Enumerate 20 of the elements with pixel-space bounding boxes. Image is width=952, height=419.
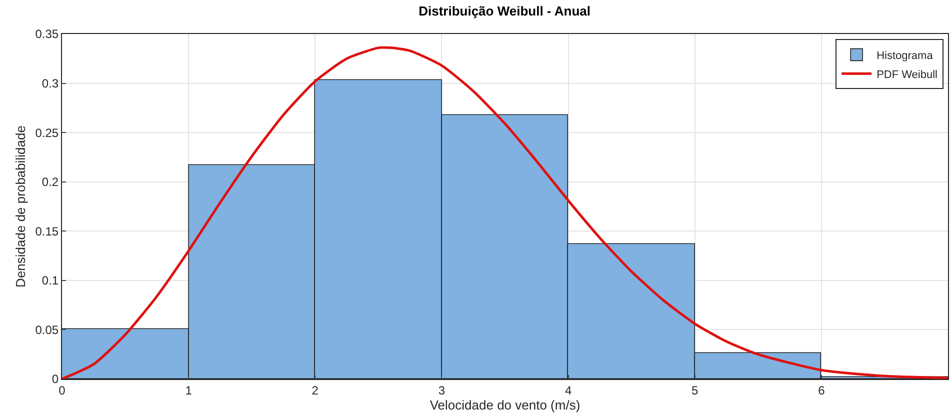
x-tick-label: 5 bbox=[692, 383, 699, 398]
chart-title: Distribuição Weibull - Anual bbox=[418, 3, 591, 18]
y-tick-label: 0.25 bbox=[35, 126, 59, 140]
y-tick-label: 0 bbox=[52, 372, 59, 386]
x-tick-label: 6 bbox=[818, 383, 826, 398]
line-series bbox=[62, 46, 948, 379]
y-tick-label: 0.1 bbox=[42, 274, 59, 288]
x-tick-label: 3 bbox=[438, 383, 446, 398]
y-axis-title: Densidade de probabilidade bbox=[13, 126, 28, 288]
legend-label: Histograma bbox=[876, 50, 934, 62]
y-tick-label: 0.05 bbox=[35, 322, 59, 337]
y-tick-label: 0.15 bbox=[35, 224, 59, 238]
legend-label: PDF Weibull bbox=[876, 68, 938, 81]
y-tick-label: 0.2 bbox=[42, 175, 59, 190]
x-tick-label: 2 bbox=[312, 383, 319, 398]
y-tick-label: 0.35 bbox=[35, 27, 59, 42]
y-tick-label: 0.3 bbox=[42, 76, 59, 90]
x-axis-title: Velocidade do vento (m/s) bbox=[430, 397, 580, 412]
x-tick-label: 1 bbox=[185, 383, 192, 398]
x-tick-label: 4 bbox=[564, 383, 572, 398]
